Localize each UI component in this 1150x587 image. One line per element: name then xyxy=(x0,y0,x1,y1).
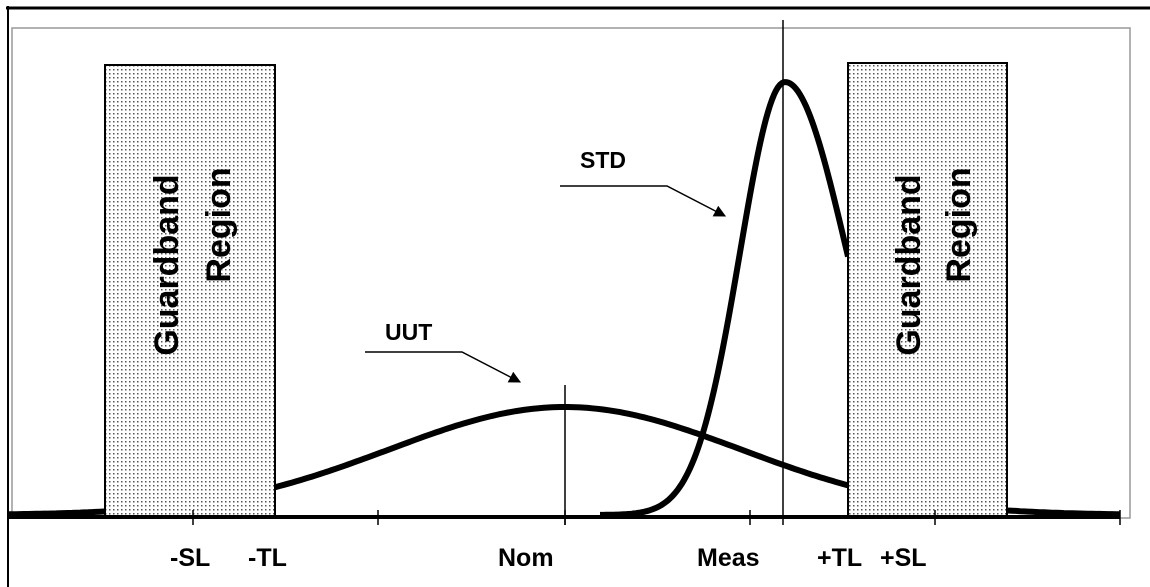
std-curve xyxy=(600,79,851,518)
guardband-right xyxy=(847,62,1008,518)
guardband-label: Region xyxy=(200,167,238,282)
axis-label: +TL xyxy=(817,544,862,572)
uut-pointer xyxy=(365,351,522,383)
axis-label: -TL xyxy=(248,544,287,572)
guardband-label: Guardband xyxy=(148,174,186,355)
guardband-left xyxy=(104,64,276,518)
guardband-label: Guardband xyxy=(890,174,928,355)
guardband-label: Region xyxy=(940,167,978,282)
axis-label: -SL xyxy=(170,544,210,572)
uut-label: UUT xyxy=(385,319,432,345)
axis-label: Nom xyxy=(498,544,554,572)
axis-label: +SL xyxy=(880,544,927,572)
ticks xyxy=(7,510,1121,525)
axis-label: Meas xyxy=(697,544,760,572)
std-pointer xyxy=(560,185,727,217)
std-label: STD xyxy=(580,147,626,173)
